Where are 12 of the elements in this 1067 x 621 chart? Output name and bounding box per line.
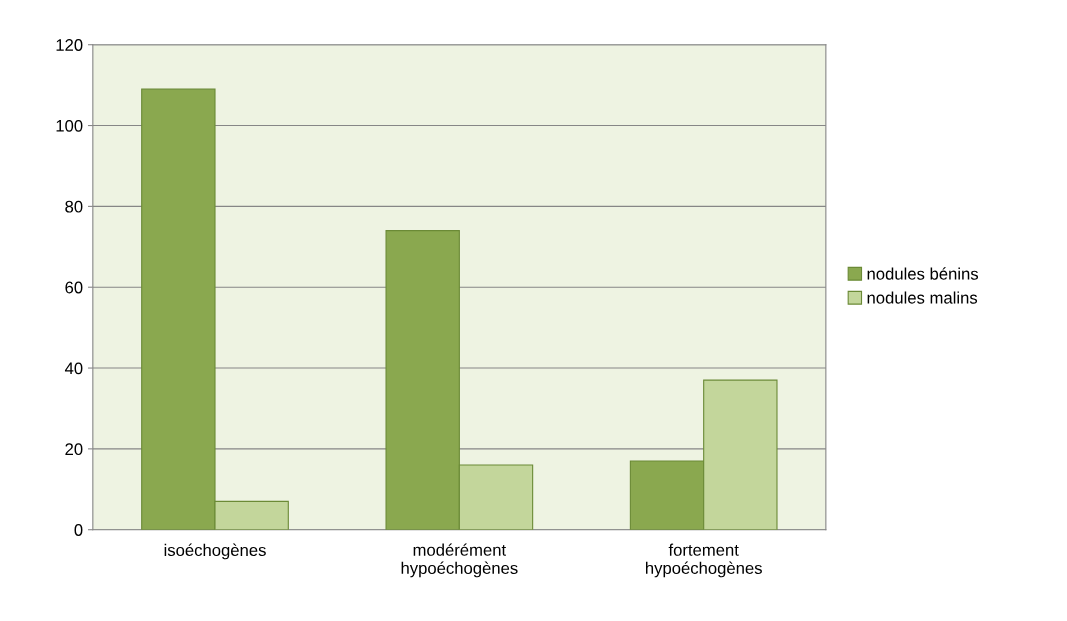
y-tick-label: 60 — [65, 281, 83, 294]
y-tick-label: 120 — [56, 39, 83, 51]
legend-label: nodules bénins — [867, 267, 979, 280]
legend-label: nodules malins — [867, 291, 978, 304]
x-tick-label: modérément hypoéchogènes — [401, 543, 518, 578]
y-tick-label: 0 — [74, 524, 83, 536]
x-tick-label: fortement hypoéchogènes — [646, 543, 762, 578]
y-tick-label: 100 — [56, 119, 83, 132]
x-tick-label: isoéchogènes — [164, 543, 266, 560]
y-tick-label: 80 — [65, 200, 83, 213]
y-tick-label: 40 — [64, 362, 83, 375]
y-tick-label: 20 — [65, 443, 83, 456]
